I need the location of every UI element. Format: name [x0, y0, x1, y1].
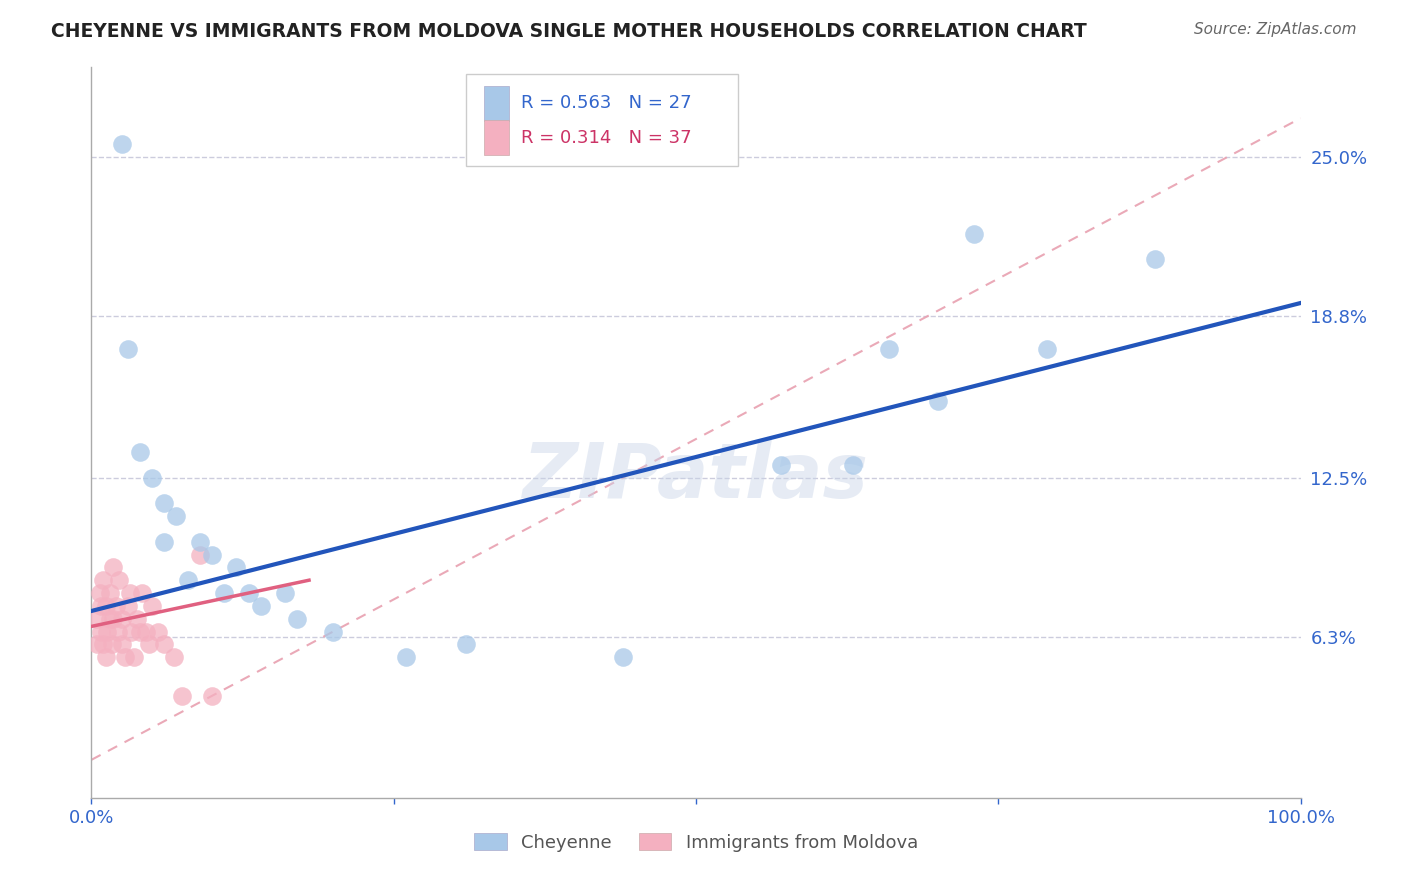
Point	[86, 637, 108, 651]
Point	[879, 342, 901, 356]
Point	[225, 560, 247, 574]
Point	[138, 637, 160, 651]
Text: R = 0.314   N = 37: R = 0.314 N = 37	[520, 128, 692, 147]
Point	[108, 573, 131, 587]
Point	[162, 650, 184, 665]
Point	[96, 624, 118, 639]
Point	[188, 548, 211, 562]
Text: CHEYENNE VS IMMIGRANTS FROM MOLDOVA SINGLE MOTHER HOUSEHOLDS CORRELATION CHART: CHEYENNE VS IMMIGRANTS FROM MOLDOVA SING…	[51, 22, 1087, 41]
Point	[153, 534, 176, 549]
Point	[153, 637, 176, 651]
Point	[249, 599, 271, 613]
Point	[214, 586, 236, 600]
Point	[456, 637, 478, 651]
Point	[842, 458, 865, 472]
Point	[135, 624, 157, 639]
Point	[188, 534, 211, 549]
Point	[120, 624, 142, 639]
Point	[238, 586, 260, 600]
Point	[131, 586, 153, 600]
Point	[322, 624, 344, 639]
Legend: Cheyenne, Immigrants from Moldova: Cheyenne, Immigrants from Moldova	[467, 826, 925, 859]
Text: R = 0.563   N = 27: R = 0.563 N = 27	[520, 95, 692, 112]
Text: Source: ZipAtlas.com: Source: ZipAtlas.com	[1194, 22, 1357, 37]
Point	[98, 586, 121, 600]
Point	[94, 599, 117, 613]
Point	[141, 470, 163, 484]
Point	[122, 650, 145, 665]
Point	[120, 586, 142, 600]
Point	[111, 637, 132, 651]
Text: ZIPatlas: ZIPatlas	[523, 440, 869, 514]
Point	[141, 599, 163, 613]
Point	[128, 445, 150, 459]
Point	[104, 599, 127, 613]
Point	[165, 509, 187, 524]
Point	[117, 342, 139, 356]
Point	[274, 586, 297, 600]
Point	[177, 573, 200, 587]
Point	[93, 637, 115, 651]
Point	[86, 612, 108, 626]
Point	[201, 689, 224, 703]
Point	[101, 637, 124, 651]
Point	[93, 573, 115, 587]
Point	[128, 624, 150, 639]
Point	[285, 612, 308, 626]
Point	[395, 650, 418, 665]
Point	[101, 612, 124, 626]
Point	[98, 612, 121, 626]
Point	[1035, 342, 1057, 356]
Point	[89, 586, 111, 600]
Point	[146, 624, 169, 639]
Point	[127, 612, 149, 626]
Point	[111, 136, 132, 151]
Point	[107, 624, 129, 639]
Point	[90, 624, 112, 639]
Point	[153, 496, 176, 510]
Point	[612, 650, 634, 665]
Point	[90, 599, 112, 613]
Point	[1144, 252, 1167, 267]
Point	[94, 650, 117, 665]
Point	[769, 458, 792, 472]
Point	[927, 393, 949, 408]
Point	[201, 548, 224, 562]
FancyBboxPatch shape	[484, 120, 509, 155]
Point	[111, 612, 132, 626]
Point	[963, 227, 986, 241]
FancyBboxPatch shape	[467, 74, 738, 166]
Point	[172, 689, 194, 703]
Point	[114, 650, 136, 665]
Point	[117, 599, 139, 613]
FancyBboxPatch shape	[484, 86, 509, 121]
Point	[101, 560, 124, 574]
